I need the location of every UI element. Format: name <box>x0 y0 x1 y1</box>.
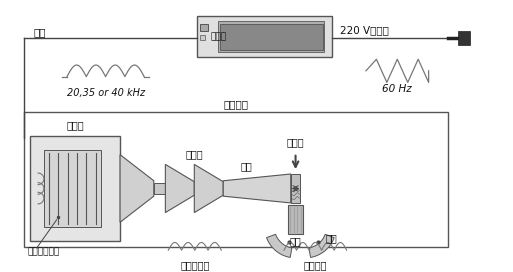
Text: 220 V，单相: 220 V，单相 <box>340 25 389 35</box>
Text: 机械振动能: 机械振动能 <box>180 260 209 270</box>
Text: 电能: 电能 <box>33 27 46 37</box>
Text: 变幅器: 变幅器 <box>186 150 203 160</box>
Bar <box>221 24 323 50</box>
Text: 控制箱: 控制箱 <box>211 32 227 41</box>
Text: 压电陶瓷晶体: 压电陶瓷晶体 <box>28 248 60 256</box>
Text: 换能器: 换能器 <box>66 120 84 131</box>
Bar <box>458 31 470 45</box>
Bar <box>219 21 325 52</box>
Bar <box>154 183 165 194</box>
Bar <box>30 136 120 240</box>
Text: 焊头: 焊头 <box>241 161 253 171</box>
Text: 箱压力: 箱压力 <box>287 137 304 147</box>
Bar <box>24 112 448 247</box>
Bar <box>200 24 208 31</box>
Bar <box>197 16 332 57</box>
Polygon shape <box>309 234 334 257</box>
Bar <box>200 35 205 40</box>
Polygon shape <box>223 174 291 203</box>
Text: 扩大振幅: 扩大振幅 <box>304 260 327 270</box>
Bar <box>44 150 101 227</box>
Text: 焊座: 焊座 <box>290 237 302 246</box>
Bar <box>291 174 301 203</box>
Text: 60 Hz: 60 Hz <box>382 84 412 94</box>
Polygon shape <box>165 164 194 213</box>
Polygon shape <box>267 234 292 257</box>
Text: 20,35 or 40 kHz: 20,35 or 40 kHz <box>67 88 145 98</box>
Bar <box>288 205 303 234</box>
Polygon shape <box>194 164 223 213</box>
Polygon shape <box>120 154 154 222</box>
Text: 焊件: 焊件 <box>325 234 337 244</box>
Text: 传感系统: 传感系统 <box>223 99 248 109</box>
